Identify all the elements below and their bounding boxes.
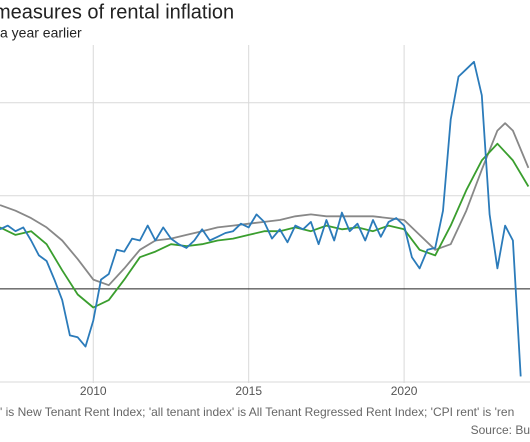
x-tick-label: 2015 bbox=[235, 384, 262, 398]
x-tick-label: 2020 bbox=[391, 384, 418, 398]
chart-title: measures of rental inflation bbox=[0, 1, 234, 23]
series-line bbox=[0, 122, 530, 287]
x-tick-label: 2010 bbox=[80, 384, 107, 398]
footnote: ' is New Tenant Rent Index; 'all tenant … bbox=[0, 405, 514, 419]
chart-subtitle: a year earlier bbox=[0, 25, 82, 41]
source: Source: Bu bbox=[471, 423, 530, 437]
series-line bbox=[0, 60, 522, 377]
series-line bbox=[0, 142, 530, 309]
